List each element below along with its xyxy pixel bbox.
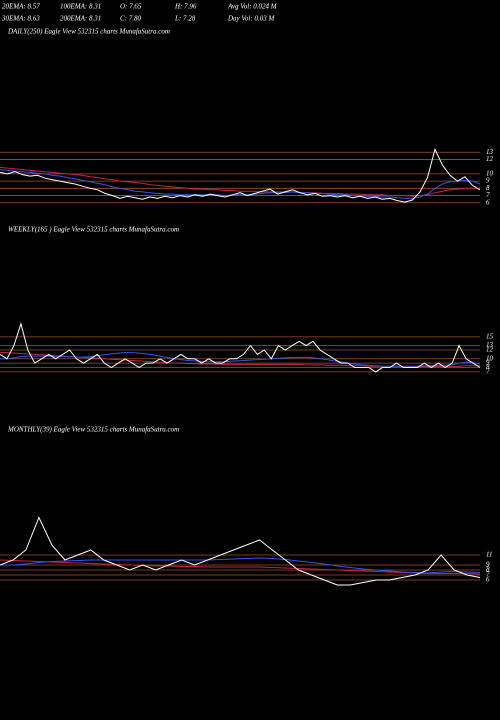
y-tick-label: 7 <box>486 571 490 579</box>
price-line <box>0 166 480 197</box>
price-line <box>0 559 481 575</box>
y-tick-label: 9 <box>486 177 490 185</box>
price-line <box>0 557 481 574</box>
y-tick-label: 11 <box>486 551 492 559</box>
header-stat: L: 7.28 <box>174 15 196 23</box>
y-tick-label: 15 <box>486 332 494 340</box>
header-stat: 200EMA: 8.31 <box>60 15 101 23</box>
y-tick-label: 13 <box>486 148 494 156</box>
y-tick-label: 9 <box>486 561 490 569</box>
header-stat: H: 7.96 <box>174 3 197 11</box>
chart-title: MONTHLY(39) Eagle View 532315 charts Mun… <box>7 426 179 434</box>
header-stat: C: 7.80 <box>120 15 142 23</box>
y-tick-label: 13 <box>486 341 494 349</box>
y-tick-label: 8 <box>486 566 490 574</box>
y-tick-label: 12 <box>486 155 494 163</box>
y-tick-label: 12 <box>486 346 494 354</box>
chart-title: DAILY(250) Eagle View 532315 charts Muna… <box>7 28 170 36</box>
header-stat: 30EMA: 8.63 <box>1 15 40 23</box>
price-line <box>0 516 481 586</box>
header-stat: O: 7.65 <box>120 3 142 11</box>
header-stat: Day Vol: 0.03 M <box>227 15 275 23</box>
price-line <box>0 322 481 373</box>
header-stat: 20EMA: 8.57 <box>2 3 40 11</box>
header-stat: Avg Vol: 0.024 M <box>227 3 278 11</box>
y-tick-label: 10 <box>486 354 494 362</box>
y-tick-label: 7 <box>486 367 490 375</box>
chart-title: WEEKLY(165 ) Eagle View 532315 charts Mu… <box>8 226 179 234</box>
y-tick-label: 6 <box>486 198 490 206</box>
price-line <box>0 352 481 367</box>
header-stat: 100EMA: 8.31 <box>60 3 101 11</box>
y-tick-label: 8 <box>486 363 490 371</box>
price-line <box>0 169 481 199</box>
price-line <box>0 147 481 203</box>
y-tick-label: 10 <box>486 169 494 177</box>
y-tick-label: 9 <box>486 359 490 367</box>
y-tick-label: 8 <box>486 184 490 192</box>
y-tick-label: 6 <box>486 576 490 584</box>
y-tick-label: 7 <box>486 191 490 199</box>
